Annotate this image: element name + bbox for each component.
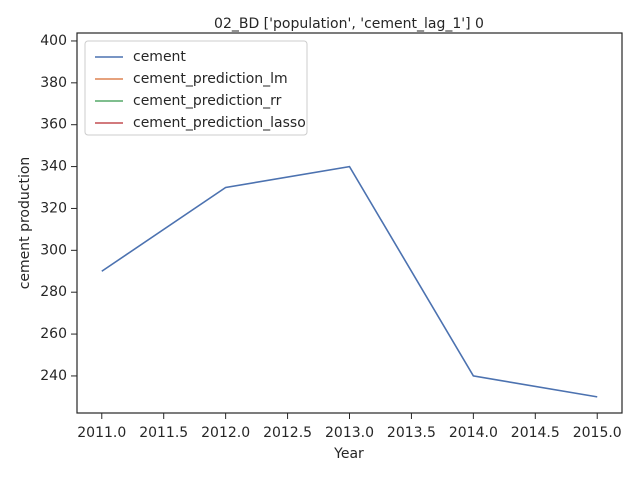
- legend-box: [84, 40, 308, 136]
- legend-label: cement_prediction_lm: [133, 71, 288, 87]
- chart-title: 02_BD ['population', 'cement_lag_1'] 0: [214, 16, 484, 32]
- legend-label: cement_prediction_rr: [133, 93, 282, 109]
- x-axis-label: Year: [333, 446, 364, 462]
- x-tick-label: 2015.0: [573, 425, 622, 441]
- y-tick-label: 280: [40, 284, 67, 300]
- x-tick-label: 2011.5: [139, 425, 188, 441]
- y-tick-label: 360: [40, 117, 67, 133]
- x-tick-label: 2013.0: [325, 425, 374, 441]
- y-tick-label: 380: [40, 75, 67, 91]
- x-tick-label: 2011.0: [77, 425, 126, 441]
- y-tick-label: 240: [40, 368, 67, 384]
- legend-label: cement: [133, 49, 186, 65]
- y-tick-label: 340: [40, 159, 67, 175]
- x-tick-label: 2014.5: [511, 425, 560, 441]
- y-tick-label: 260: [40, 326, 67, 342]
- y-tick-label: 320: [40, 200, 67, 216]
- y-axis-label: cement production: [17, 157, 33, 290]
- y-tick-label: 400: [40, 33, 67, 49]
- x-tick-label: 2013.5: [387, 425, 436, 441]
- legend-label: cement_prediction_lasso: [133, 115, 306, 131]
- plot-frame: [76, 32, 623, 414]
- x-tick-label: 2012.0: [201, 425, 250, 441]
- x-tick-label: 2014.0: [449, 425, 498, 441]
- y-tick-label: 300: [40, 242, 67, 258]
- series-line: [101, 165, 598, 398]
- x-tick-label: 2012.5: [263, 425, 312, 441]
